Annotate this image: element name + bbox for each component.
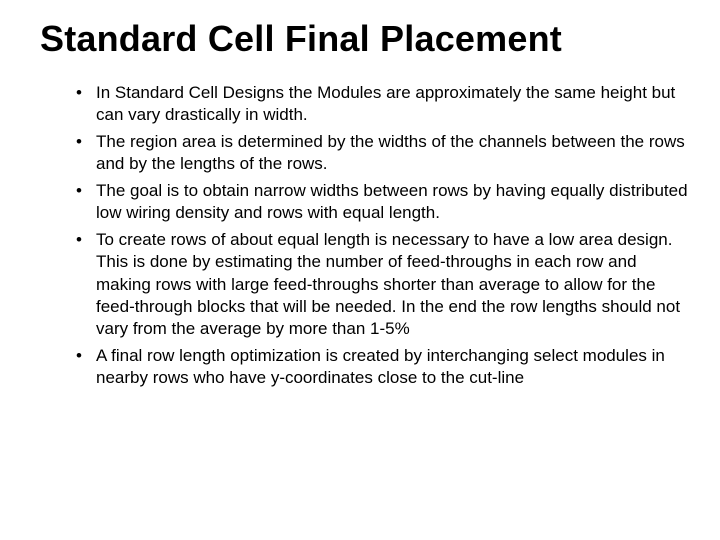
- slide-title: Standard Cell Final Placement: [40, 18, 690, 60]
- slide: Standard Cell Final Placement In Standar…: [0, 0, 720, 540]
- bullet-item: The region area is determined by the wid…: [76, 131, 690, 176]
- bullet-item: To create rows of about equal length is …: [76, 229, 690, 341]
- bullet-item: A final row length optimization is creat…: [76, 345, 690, 390]
- bullet-list: In Standard Cell Designs the Modules are…: [30, 82, 690, 390]
- bullet-item: In Standard Cell Designs the Modules are…: [76, 82, 690, 127]
- bullet-item: The goal is to obtain narrow widths betw…: [76, 180, 690, 225]
